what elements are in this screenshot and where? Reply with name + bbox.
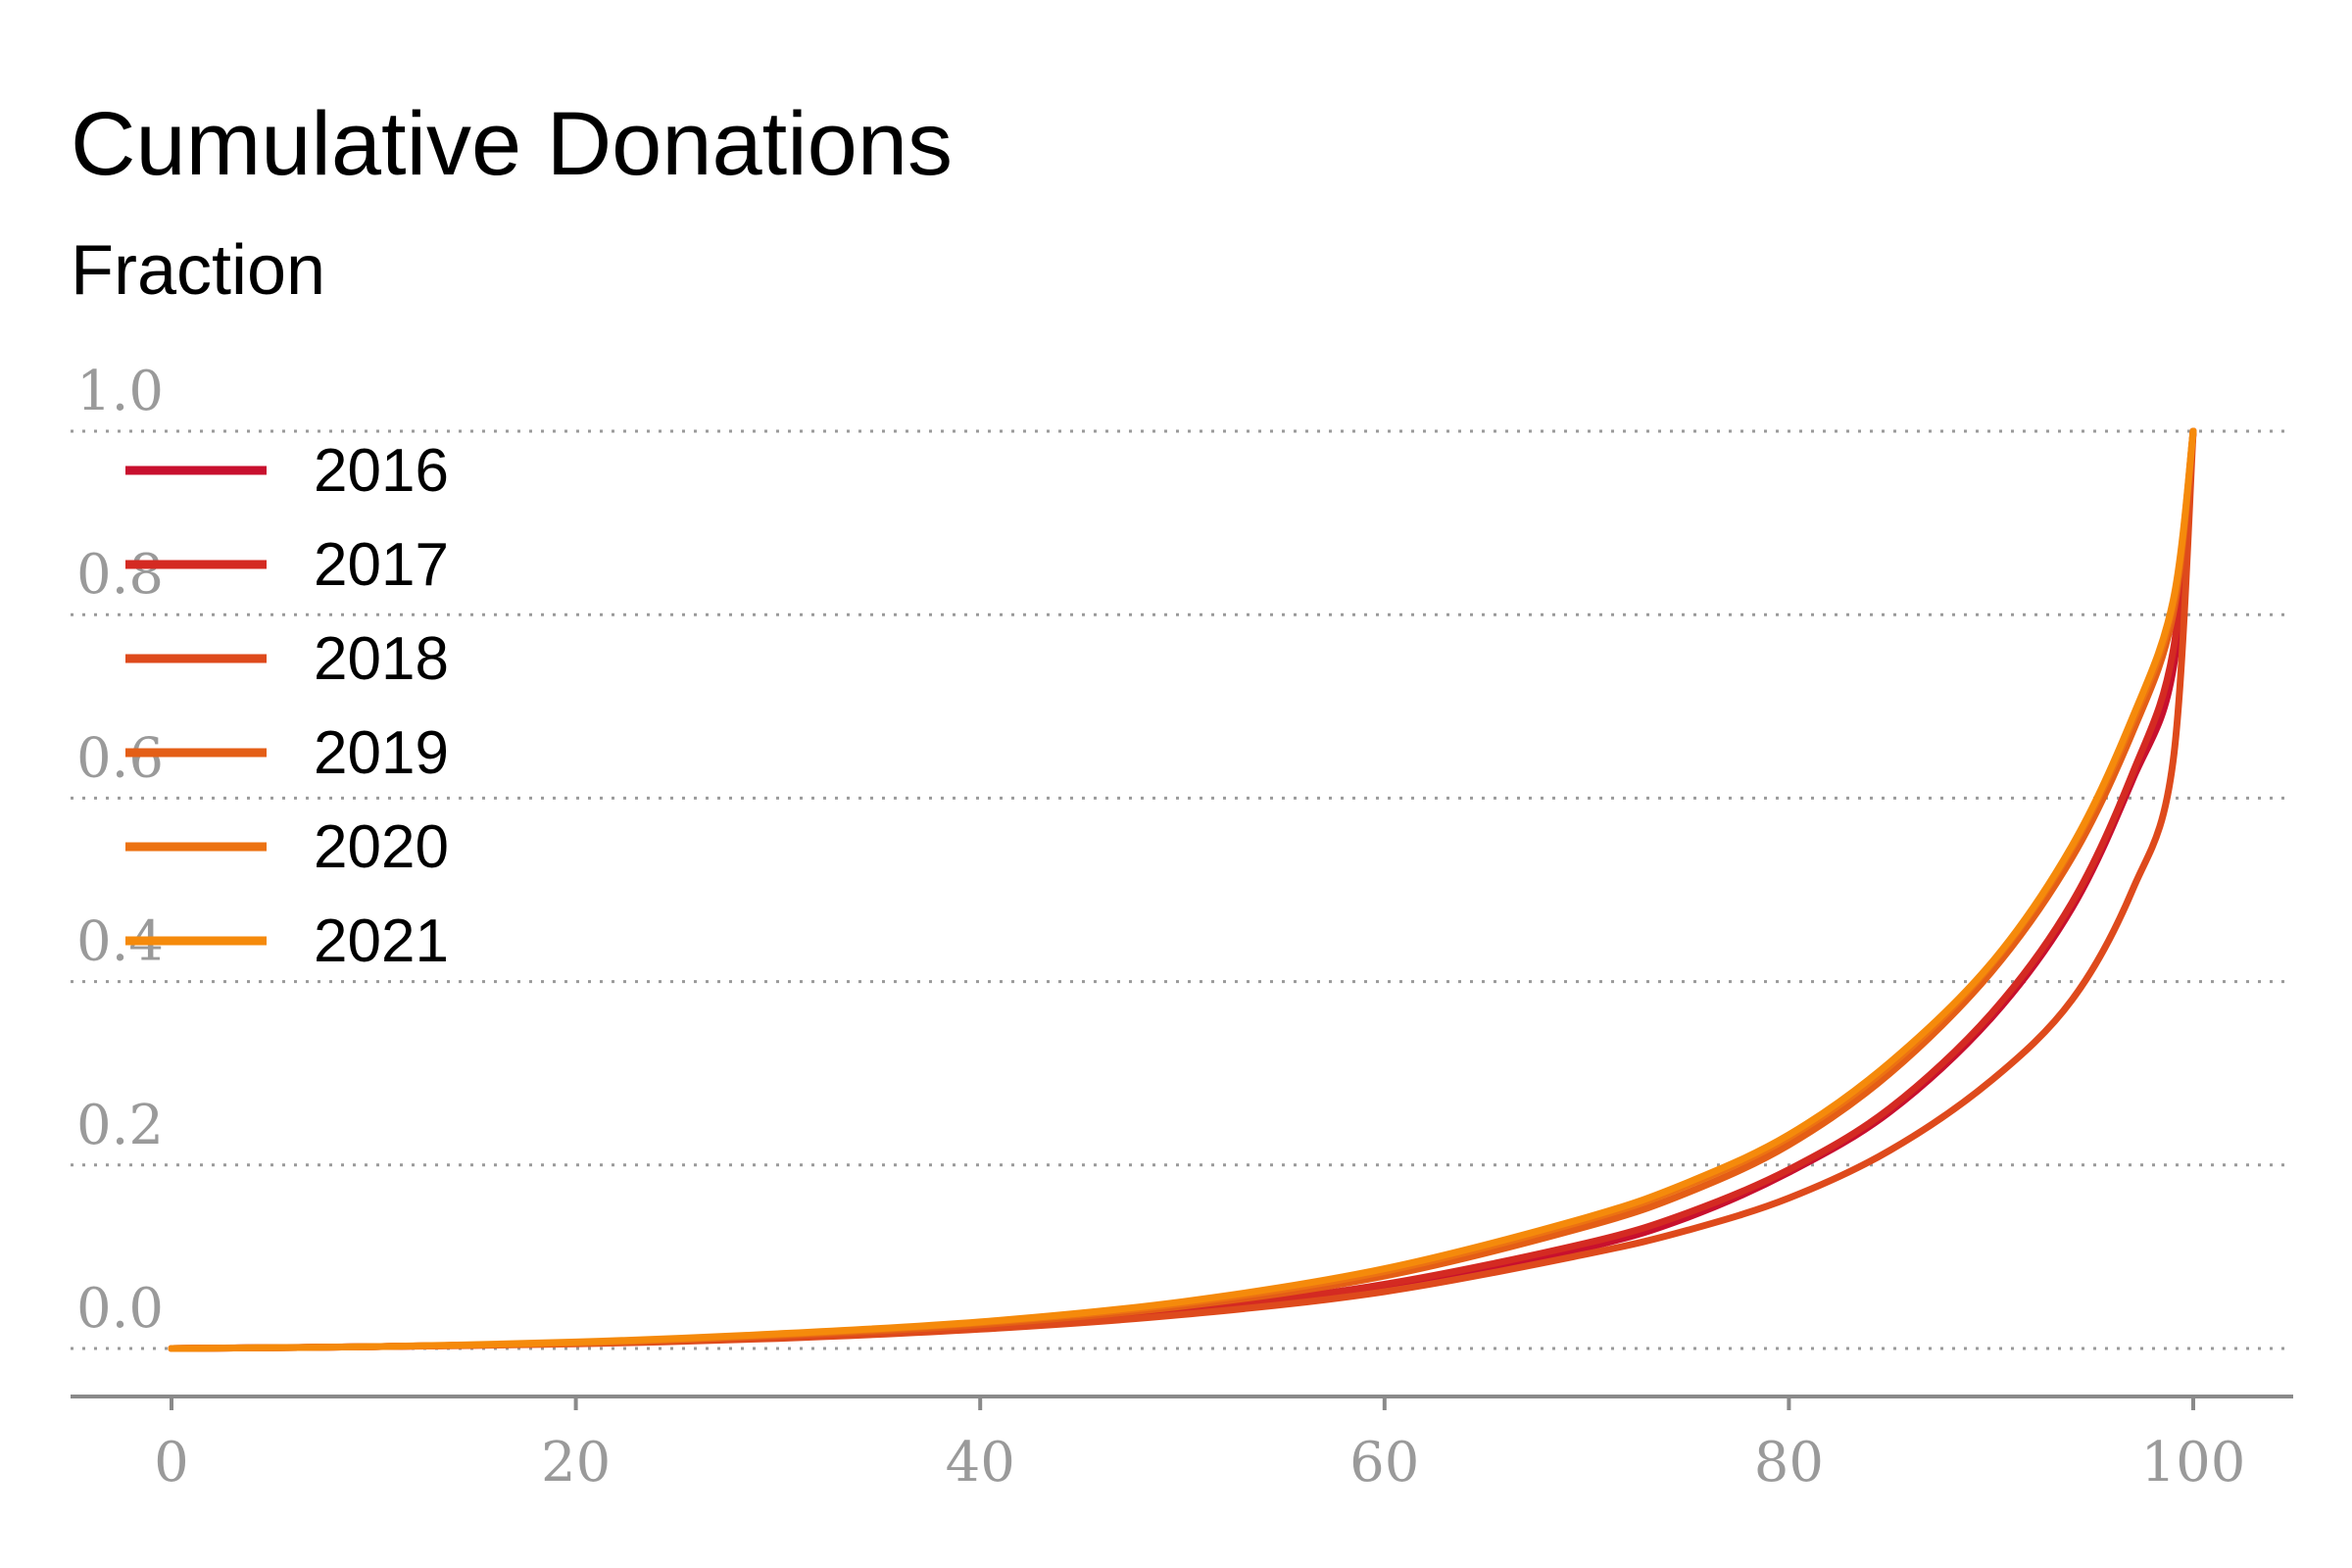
chart-title: Cumulative Donations (71, 94, 953, 194)
legend-label-2021: 2021 (314, 907, 449, 975)
legend-label-2020: 2020 (314, 813, 449, 881)
y-tick-label: 0.6 (76, 726, 164, 790)
chart-subtitle: Fraction (71, 231, 325, 310)
x-tick-label: 20 (541, 1431, 611, 1494)
legend-label-2016: 2016 (314, 437, 449, 505)
x-tick-label: 100 (2141, 1431, 2246, 1494)
x-tick-label: 40 (946, 1431, 1015, 1494)
x-tick-label: 0 (154, 1431, 189, 1494)
y-tick-label: 0.8 (76, 543, 164, 607)
legend-label-2017: 2017 (314, 531, 449, 599)
series-line-2021 (168, 427, 2197, 1352)
series-layer (168, 427, 2197, 1352)
y-tick-label: 0.2 (76, 1094, 164, 1157)
series-line-2020 (168, 427, 2197, 1352)
series-line-2018 (168, 427, 2197, 1352)
legend-label-2018: 2018 (314, 625, 449, 693)
x-tick-label: 60 (1349, 1431, 1419, 1494)
series-line-2019 (168, 427, 2197, 1352)
y-tick-label: 0.0 (76, 1277, 164, 1341)
x-axis: 0 20 40 60 80 100 (71, 1395, 2293, 1494)
legend-label-2019: 2019 (314, 719, 449, 787)
series-line-2016 (168, 427, 2197, 1352)
x-tick-label: 80 (1754, 1431, 1824, 1494)
y-tick-label: 1.0 (76, 360, 164, 423)
y-axis-ticks: 0.00.20.40.60.81.0 (76, 360, 164, 1341)
legend: 2016 2017 2018 2019 2020 2021 (125, 437, 449, 975)
series-line-2017 (168, 427, 2197, 1352)
